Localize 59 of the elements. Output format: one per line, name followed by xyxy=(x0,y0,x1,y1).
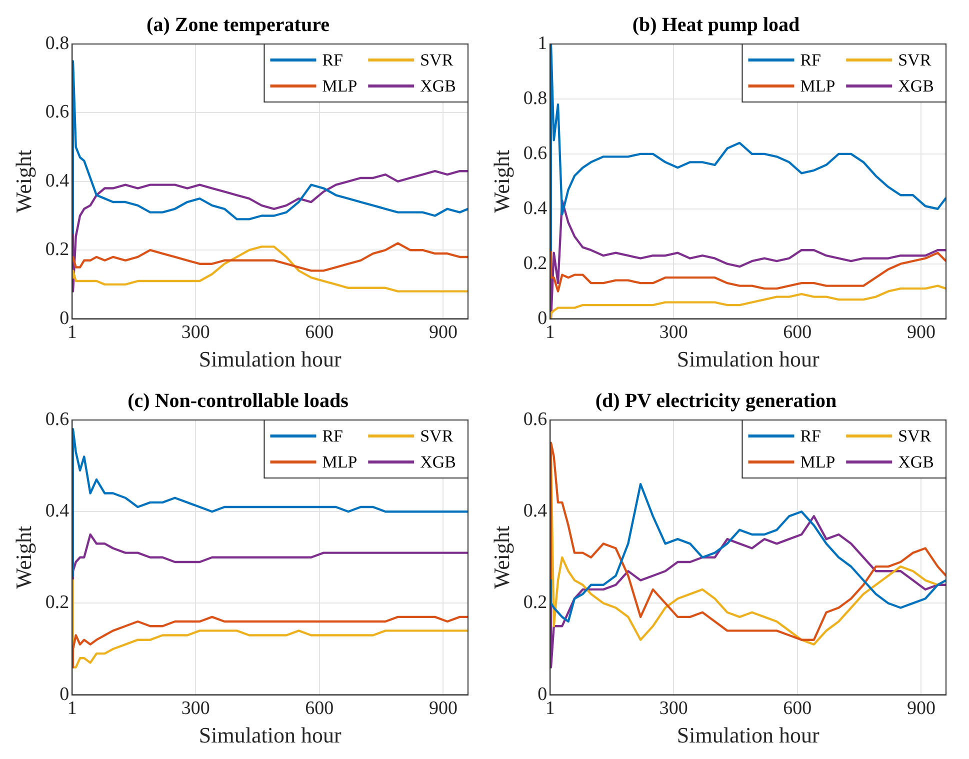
x-axis-title: Simulation hour xyxy=(198,346,342,372)
y-tick-label: 0 xyxy=(538,308,548,329)
x-axis-title: Simulation hour xyxy=(676,722,820,748)
y-tick-label: 0.6 xyxy=(523,408,548,430)
y-tick-label: 0.2 xyxy=(45,592,70,614)
y-axis-title: Weight xyxy=(10,150,36,213)
legend-label: XGB xyxy=(420,452,456,472)
x-tick-label: 900 xyxy=(428,698,458,720)
legend-label: SVR xyxy=(898,426,932,446)
chart-title: (a) Zone temperature xyxy=(146,14,330,36)
legend-label: MLP xyxy=(322,452,358,472)
y-tick-label: 0.8 xyxy=(523,88,548,109)
y-tick-label: 1 xyxy=(538,32,548,54)
y-tick-label: 0.2 xyxy=(523,252,548,274)
y-tick-label: 0.6 xyxy=(45,102,70,123)
x-axis-title: Simulation hour xyxy=(676,346,820,372)
x-tick-label: 900 xyxy=(906,698,936,720)
legend-label: RF xyxy=(322,426,344,446)
y-tick-label: 0.6 xyxy=(523,142,548,164)
y-axis-title: Weight xyxy=(10,526,36,589)
y-tick-label: 0.6 xyxy=(45,408,70,430)
y-tick-label: 0 xyxy=(538,684,548,705)
legend-label: MLP xyxy=(322,76,358,96)
x-tick-label: 300 xyxy=(181,322,210,344)
y-tick-label: 0 xyxy=(60,308,70,329)
x-tick-label: 600 xyxy=(305,322,334,344)
chart-title: (c) Non-controllable loads xyxy=(128,390,349,412)
legend-label: XGB xyxy=(898,452,934,472)
legend-label: SVR xyxy=(420,426,454,446)
legend-label: XGB xyxy=(898,76,934,96)
x-tick-label: 300 xyxy=(181,698,210,720)
x-tick-label: 600 xyxy=(783,698,812,720)
y-axis-title: Weight xyxy=(488,150,514,213)
x-tick-label: 600 xyxy=(305,698,334,720)
legend-label: MLP xyxy=(800,76,836,96)
legend-label: RF xyxy=(800,50,822,70)
y-tick-label: 0.4 xyxy=(523,198,548,219)
y-tick-label: 0.4 xyxy=(523,500,548,522)
x-tick-label: 300 xyxy=(659,322,688,344)
legend-label: MLP xyxy=(800,452,836,472)
legend-label: RF xyxy=(800,426,822,446)
x-tick-label: 300 xyxy=(659,698,688,720)
y-axis-title: Weight xyxy=(488,526,514,589)
x-tick-label: 600 xyxy=(783,322,812,344)
legend-label: XGB xyxy=(420,76,456,96)
chart-title: (b) Heat pump load xyxy=(632,14,800,36)
y-tick-label: 0 xyxy=(60,684,70,705)
legend-label: RF xyxy=(322,50,344,70)
y-tick-label: 0.4 xyxy=(45,500,70,522)
x-tick-label: 900 xyxy=(906,322,936,344)
legend-label: SVR xyxy=(898,50,932,70)
x-tick-label: 900 xyxy=(428,322,458,344)
y-tick-label: 0.4 xyxy=(45,170,70,192)
legend-label: SVR xyxy=(420,50,454,70)
chart-title: (d) PV electricity generation xyxy=(595,390,837,412)
y-tick-label: 0.2 xyxy=(523,592,548,614)
y-tick-label: 0.8 xyxy=(45,32,70,54)
y-tick-label: 0.2 xyxy=(45,239,70,260)
x-axis-title: Simulation hour xyxy=(198,722,342,748)
